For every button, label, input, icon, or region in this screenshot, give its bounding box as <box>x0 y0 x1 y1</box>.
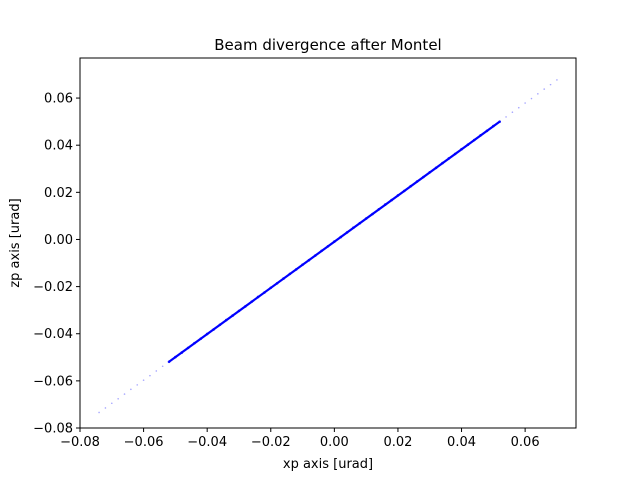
scatter-point <box>282 277 285 280</box>
scatter-point <box>434 166 438 170</box>
scatter-point <box>492 124 495 128</box>
scatter-point <box>180 351 184 354</box>
scatter-point <box>472 138 476 142</box>
scatter-point <box>352 226 355 229</box>
scatter-point <box>371 212 374 216</box>
x-tick-label: −0.06 <box>124 435 164 450</box>
scatter-point <box>409 184 412 188</box>
scatter-point <box>524 102 526 104</box>
scatter-point <box>543 88 546 90</box>
x-tick-label: 0.06 <box>511 435 540 450</box>
plot-frame <box>79 57 577 429</box>
chart-title: Beam divergence after Montel <box>214 36 441 54</box>
scatter-point <box>549 83 552 86</box>
x-tick-label: −0.02 <box>251 435 291 450</box>
x-tick-label: 0.04 <box>447 435 476 450</box>
scatter-point <box>130 388 132 391</box>
scatter-point <box>339 235 343 239</box>
scatter-point <box>142 379 145 381</box>
x-tick-label: 0.00 <box>320 435 349 450</box>
scatter-point <box>205 332 209 336</box>
scatter-point <box>377 207 381 211</box>
scatter-point <box>403 189 406 193</box>
scatter-point <box>479 133 482 137</box>
scatter-point <box>364 217 368 220</box>
scatter-point <box>275 281 279 285</box>
y-tick-label: −0.02 <box>33 280 73 295</box>
scatter-point <box>441 161 444 165</box>
scatter-point <box>237 309 241 313</box>
scatter-point <box>345 231 349 234</box>
plot-area <box>98 79 558 414</box>
scatter-point <box>256 295 260 299</box>
scatter-point <box>485 129 489 133</box>
scatter-point <box>224 318 228 322</box>
scatter-point <box>466 143 470 147</box>
x-tick-label: 0.02 <box>383 435 412 450</box>
y-tick-label: −0.08 <box>33 422 73 437</box>
scatter-point <box>556 79 558 81</box>
scatter-point <box>358 221 362 225</box>
scatter-point <box>505 116 507 118</box>
scatter-point <box>383 203 387 206</box>
y-tick-label: −0.06 <box>33 374 73 389</box>
scatter-point <box>98 411 100 414</box>
scatter-point <box>537 93 539 95</box>
scatter-point <box>415 180 419 183</box>
scatter-point <box>117 397 119 400</box>
scatter-point <box>136 384 139 386</box>
scatter-point <box>447 157 451 160</box>
scatter-point <box>294 268 298 271</box>
scatter-point <box>167 360 171 364</box>
scatter-point <box>269 286 273 290</box>
scatter-point <box>186 346 190 350</box>
x-tick-label: −0.08 <box>60 435 100 450</box>
scatter-point <box>390 198 393 202</box>
scatter-point <box>231 314 234 317</box>
scatter-point <box>511 111 514 114</box>
scatter-point <box>453 152 457 156</box>
scatter-point <box>517 106 520 109</box>
scatter-point <box>307 258 311 262</box>
scatter-point <box>422 175 425 179</box>
scatter-point <box>244 305 247 308</box>
scatter-point <box>326 244 330 248</box>
scatter-point <box>530 97 533 100</box>
y-tick-label: 0.04 <box>44 139 73 154</box>
x-tick-label: −0.04 <box>187 435 227 450</box>
x-axis-ticks: −0.08 −0.06 −0.04 −0.02 0.00 0.02 0.04 0.06 <box>60 428 540 450</box>
scatter-point <box>396 194 400 197</box>
scatter-point <box>428 170 432 174</box>
x-axis-label: xp axis [urad] <box>283 457 373 472</box>
scatter-point <box>174 355 177 359</box>
scatter-point <box>250 300 253 303</box>
scatter-point <box>110 402 113 405</box>
y-axis-ticks: −0.08 −0.06 −0.04 −0.02 0.00 0.02 0.04 0.06 <box>33 92 80 437</box>
y-axis-label: zp axis [urad] <box>8 198 23 287</box>
scatter-point <box>104 407 107 409</box>
y-tick-label: −0.04 <box>33 327 73 342</box>
scatter-point <box>199 337 203 340</box>
scatter-point <box>313 254 317 257</box>
scatter-point <box>161 365 164 368</box>
y-tick-label: 0.00 <box>44 233 73 248</box>
scatter-point <box>288 272 292 276</box>
scatter-point <box>333 240 336 243</box>
scatter-point <box>218 323 222 327</box>
scatter-point <box>193 341 196 345</box>
scatter-point <box>498 120 501 123</box>
scatter-point <box>123 393 126 395</box>
scatter-point <box>212 328 215 331</box>
scatter-point <box>155 370 158 372</box>
scatter-point <box>301 263 304 266</box>
y-tick-label: 0.02 <box>44 186 73 201</box>
scatter-point <box>460 147 463 151</box>
y-tick-label: 0.06 <box>44 92 73 107</box>
scatter-point <box>149 374 151 377</box>
scatter-point <box>320 249 323 253</box>
scatter-point <box>263 291 266 294</box>
